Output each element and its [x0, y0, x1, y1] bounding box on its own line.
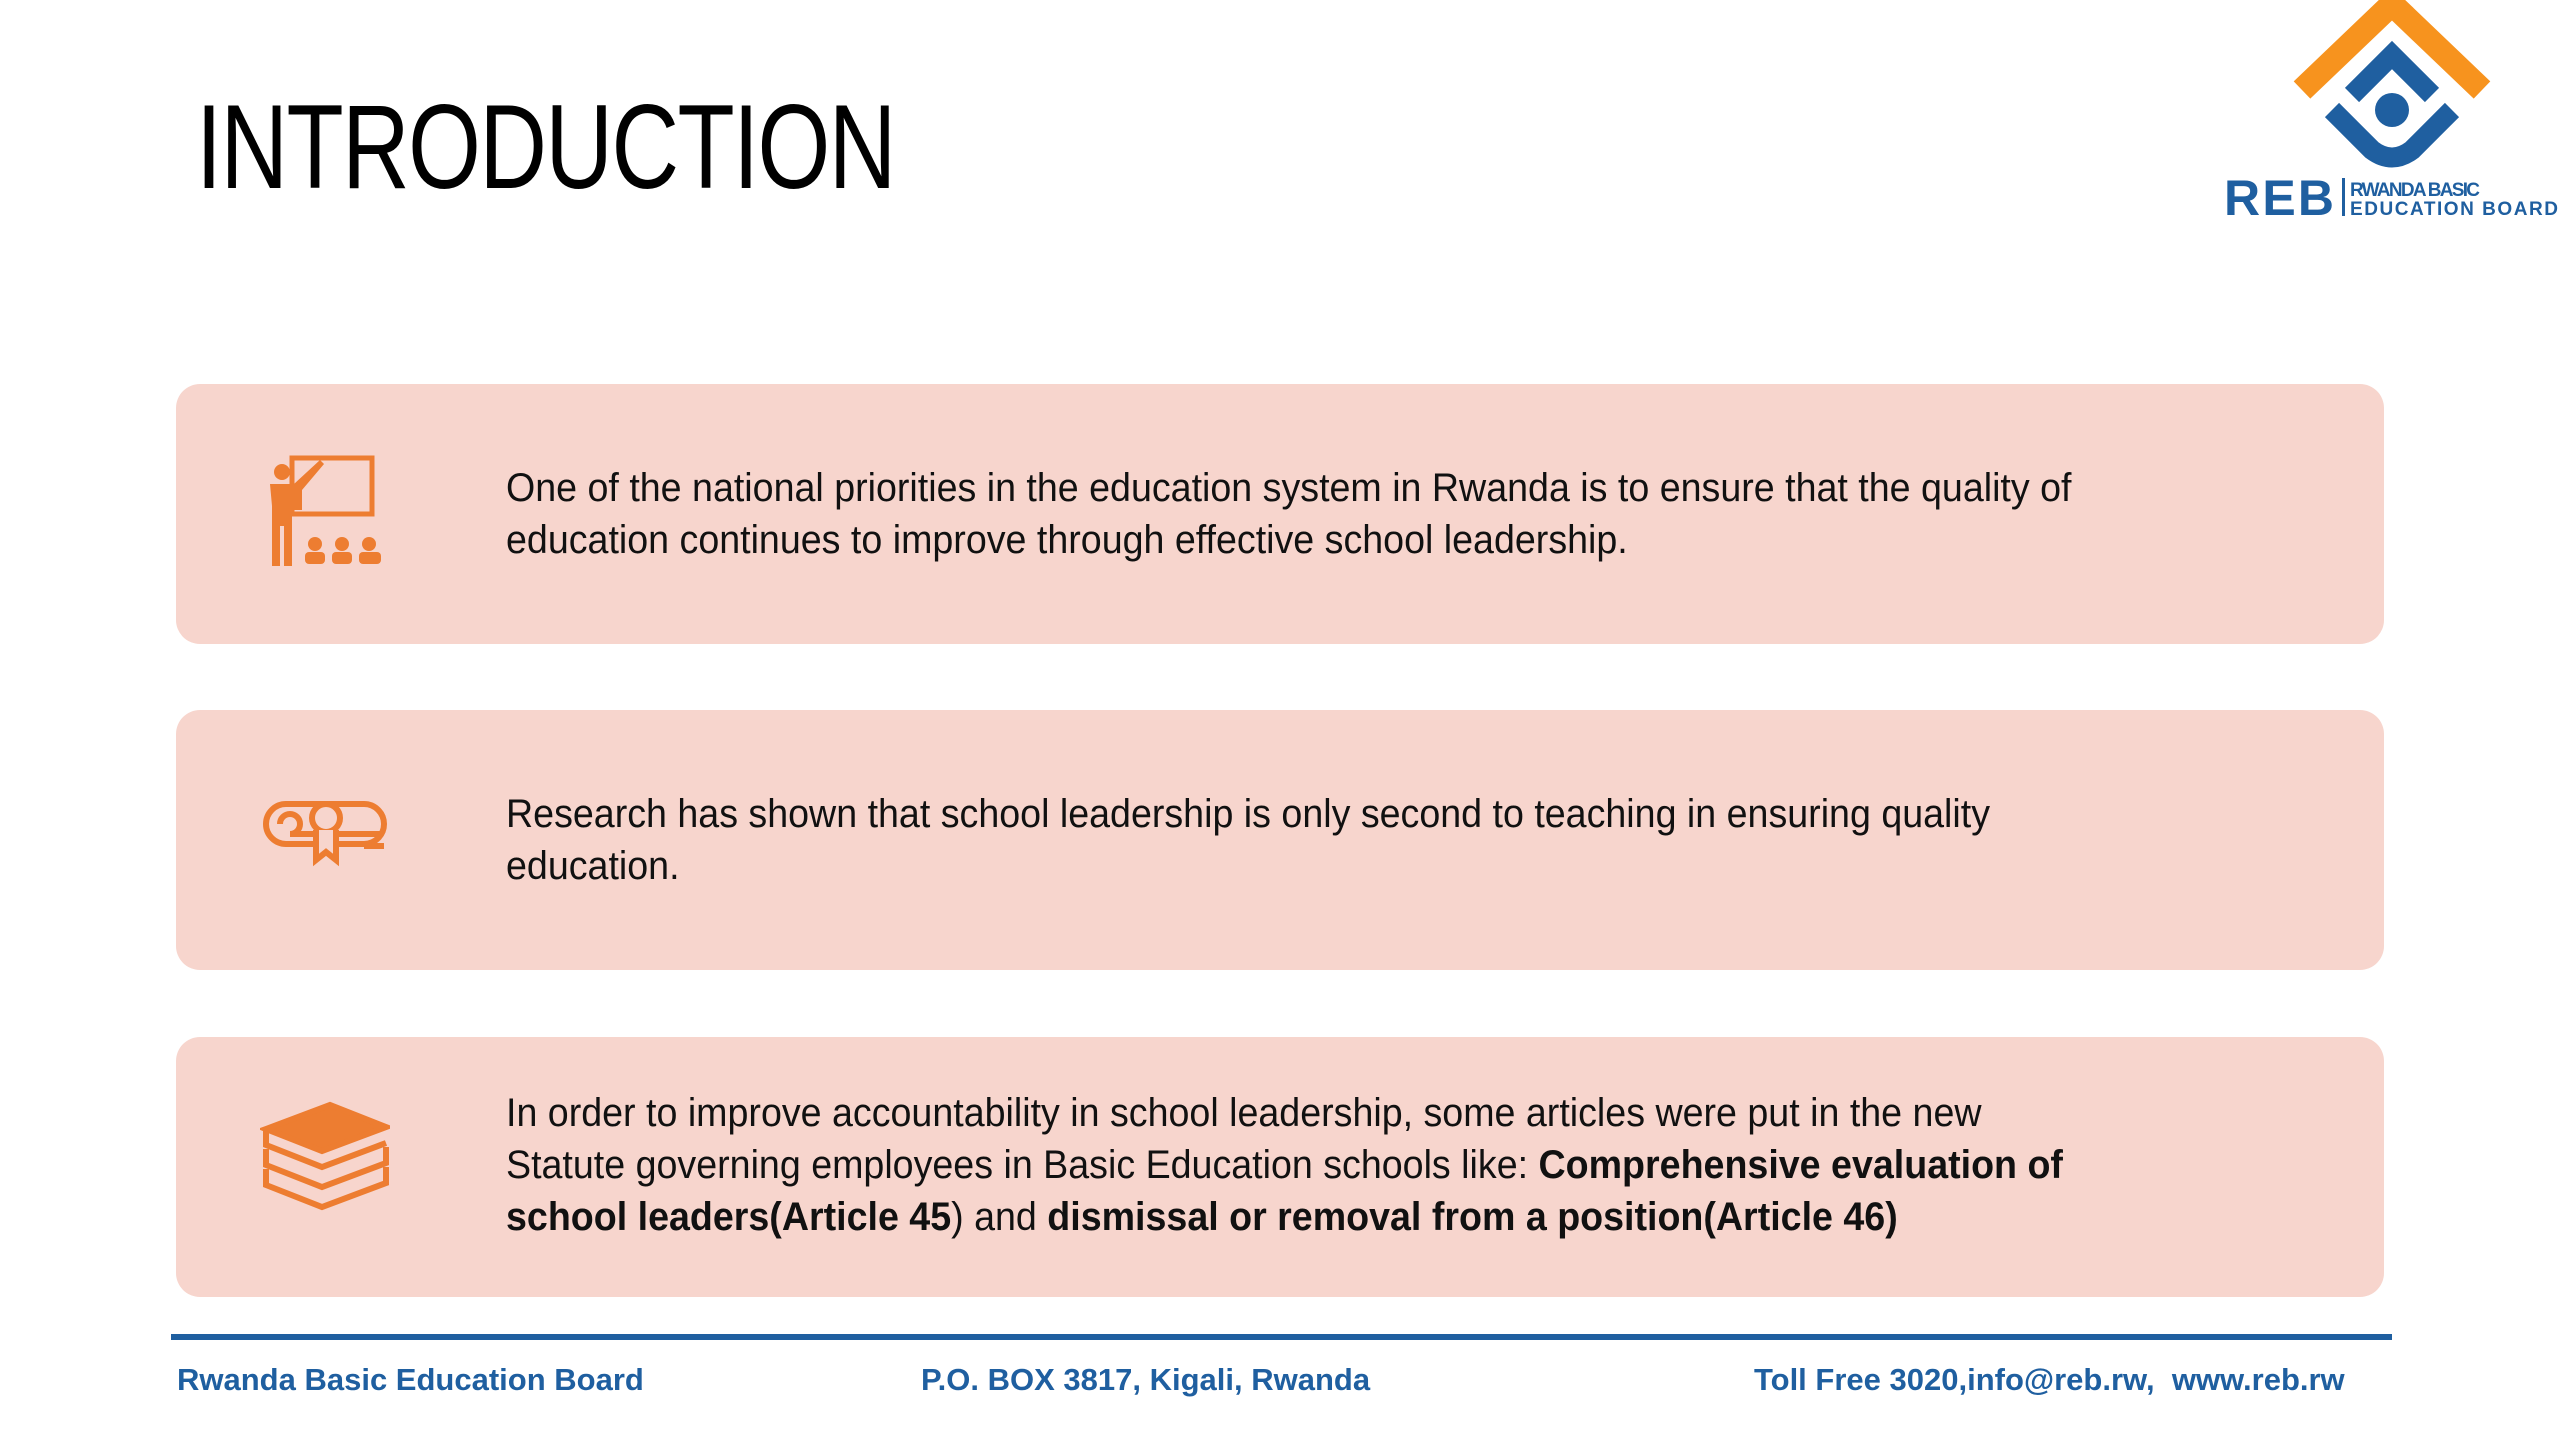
- diploma-certificate-icon: [260, 780, 390, 900]
- card-priorities: One of the national priorities in the ed…: [176, 384, 2384, 644]
- card-accountability: In order to improve accountability in sc…: [176, 1037, 2384, 1297]
- svg-text:RWANDA BASIC: RWANDA BASIC: [2350, 180, 2480, 201]
- card-text: One of the national priorities in the ed…: [506, 466, 2072, 562]
- card-text: Research has shown that school leadershi…: [506, 792, 1991, 888]
- page-title: INTRODUCTION: [196, 80, 896, 214]
- logo-mark: REB: [2224, 170, 2334, 220]
- footer-contact: Toll Free 3020,info@reb.rw, www.reb.rw: [1754, 1362, 2345, 1397]
- footer-address: P.O. BOX 3817, Kigali, Rwanda: [921, 1362, 1371, 1397]
- reb-logo: REB RWANDA BASIC EDUCATION BOARD: [2222, 0, 2560, 226]
- footer-divider: [171, 1334, 2392, 1340]
- card-text: In order to improve accountability in sc…: [506, 1091, 2063, 1239]
- books-stack-icon: [257, 1099, 395, 1219]
- teacher-presentation-icon: [260, 454, 390, 574]
- footer-org: Rwanda Basic Education Board: [177, 1362, 644, 1397]
- card-research: Research has shown that school leadershi…: [176, 710, 2384, 970]
- svg-text:EDUCATION BOARD: EDUCATION BOARD: [2350, 199, 2558, 220]
